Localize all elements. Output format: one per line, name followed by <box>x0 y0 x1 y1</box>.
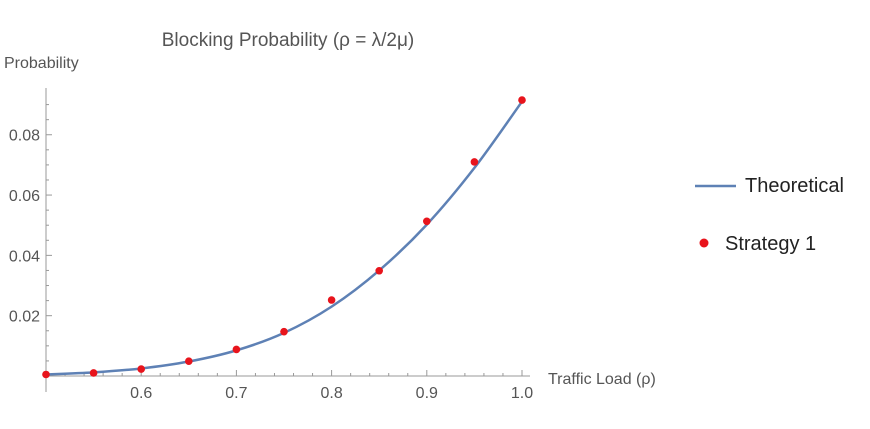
y-tick-label: 0.06 <box>9 188 40 205</box>
data-point-strategy-1 <box>137 365 145 373</box>
data-point-strategy-1 <box>89 369 98 377</box>
data-point-strategy-1 <box>375 266 384 275</box>
data-point-strategy-1 <box>470 158 479 166</box>
data-point-strategy-1 <box>280 327 288 336</box>
series-line-theoretical <box>45 100 524 376</box>
x-tick-label: 1.0 <box>511 385 533 402</box>
x-tick-label: 0.8 <box>320 385 342 402</box>
x-ticks: 0.6 0.7 0.8 0.9 1.0 <box>45 370 533 402</box>
x-tick-label: 0.9 <box>416 385 438 402</box>
legend-label-strategy-1: Strategy 1 <box>725 233 816 255</box>
x-tick-label: 0.6 <box>130 385 152 402</box>
data-point-strategy-1 <box>423 217 431 226</box>
chart-title: Blocking Probability (ρ = λ/2μ) <box>162 30 415 51</box>
data-point-strategy-1 <box>42 370 50 379</box>
legend: Theoretical Strategy 1 <box>695 175 844 255</box>
y-tick-label: 0.02 <box>9 309 40 326</box>
x-axis-label: Traffic Load (ρ) <box>548 371 656 388</box>
y-tick-label: 0.08 <box>9 128 40 145</box>
x-tick-label: 0.7 <box>225 385 247 402</box>
data-point-strategy-1 <box>232 345 241 354</box>
series-layer <box>42 96 526 379</box>
y-ticks: 0.02 0.04 0.06 0.08 <box>9 104 52 377</box>
y-tick-label: 0.04 <box>9 248 40 265</box>
data-point-strategy-1 <box>327 296 336 304</box>
y-axis-label: Probability <box>4 55 79 72</box>
legend-swatch-strategy-1 <box>699 238 709 248</box>
data-point-strategy-1 <box>518 96 526 104</box>
data-point-strategy-1 <box>185 357 193 366</box>
legend-label-theoretical: Theoretical <box>745 175 844 197</box>
